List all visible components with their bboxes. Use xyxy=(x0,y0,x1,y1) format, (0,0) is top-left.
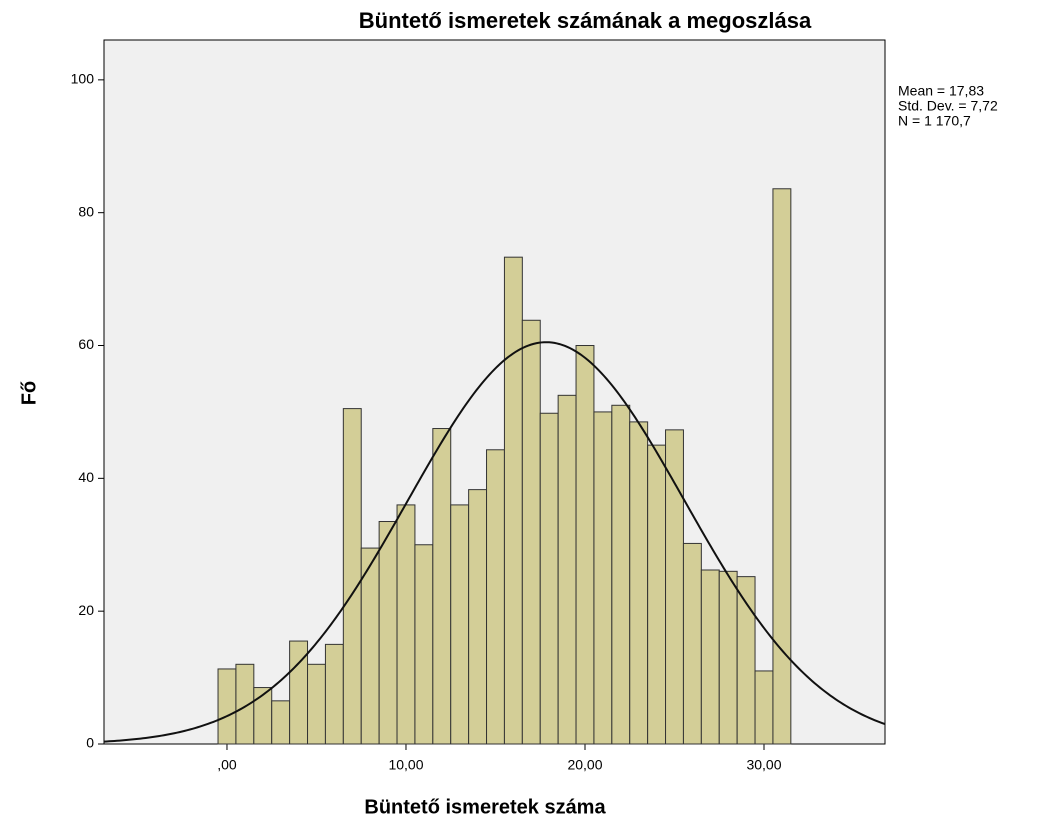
bar xyxy=(486,449,505,745)
bar xyxy=(700,569,720,745)
stats-label: N = 1 170,7 xyxy=(898,113,971,129)
y-tick-label: 60 xyxy=(78,336,94,352)
bar xyxy=(629,421,649,745)
bar xyxy=(432,428,452,745)
bar xyxy=(450,504,470,745)
stats-label: Std. Dev. = 7,72 xyxy=(898,98,998,114)
bar xyxy=(557,394,577,745)
bar xyxy=(307,663,326,745)
bar xyxy=(468,489,488,745)
x-axis-label: Büntető ismeretek száma xyxy=(364,796,606,818)
bar xyxy=(647,444,667,745)
bar xyxy=(718,570,738,745)
stats-label: Mean = 17,83 xyxy=(898,83,984,99)
x-tick-label: ,00 xyxy=(217,757,237,773)
bar xyxy=(324,643,344,745)
bar xyxy=(593,411,613,745)
y-tick-label: 80 xyxy=(78,203,94,219)
x-tick-label: 10,00 xyxy=(388,757,423,773)
bar xyxy=(342,408,362,745)
normal-curve xyxy=(103,341,886,743)
chart-title: Büntető ismeretek számának a megoszlása xyxy=(359,8,812,33)
bar xyxy=(772,188,792,745)
bar xyxy=(682,542,702,745)
bar xyxy=(503,256,523,745)
y-tick-label: 40 xyxy=(78,469,94,485)
bar xyxy=(539,412,559,745)
bar xyxy=(665,429,684,745)
y-tick-label: 20 xyxy=(78,602,94,618)
bar xyxy=(396,504,416,745)
bar xyxy=(414,544,434,745)
y-tick-label: 100 xyxy=(71,71,95,87)
y-tick-label: 0 xyxy=(86,735,94,751)
y-axis-label: Fő xyxy=(18,381,40,405)
bar xyxy=(271,700,291,745)
bar xyxy=(736,576,756,745)
bar xyxy=(575,345,595,745)
bar xyxy=(217,668,237,745)
bar xyxy=(235,663,255,745)
bar xyxy=(521,319,541,745)
x-tick-label: 30,00 xyxy=(746,757,781,773)
bar xyxy=(754,670,774,745)
bar xyxy=(378,521,398,745)
bar xyxy=(360,547,380,745)
bar xyxy=(611,404,631,745)
x-tick-label: 20,00 xyxy=(567,757,602,773)
